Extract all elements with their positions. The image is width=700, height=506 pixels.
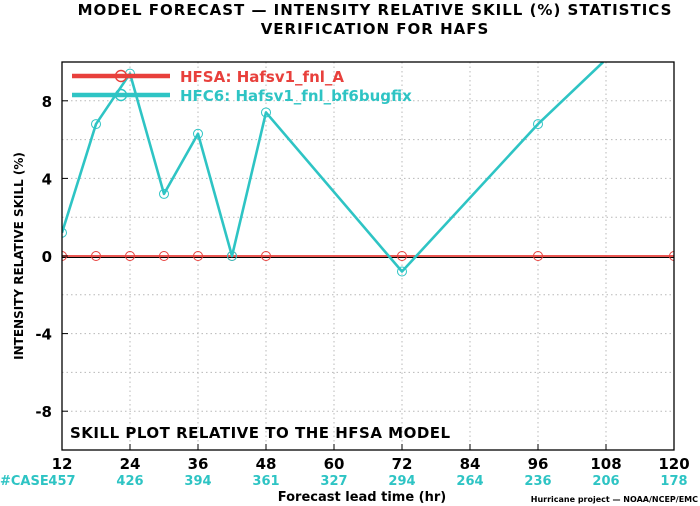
data-point-hfsa <box>159 251 169 261</box>
x-tick-label: 48 <box>256 455 277 473</box>
x-axis-label: Forecast lead time (hr) <box>278 490 446 505</box>
legend-label: HFSA: Hafsv1_fnl_A <box>180 68 344 86</box>
data-point-hfsa <box>193 251 203 261</box>
x-axis-ticks: 12 24 36 48 60 72 84 96 108 120 <box>52 444 690 473</box>
x-tick-label: 120 <box>658 455 689 473</box>
data-point-hfsa <box>533 251 543 261</box>
x-tick-label: 84 <box>460 455 481 473</box>
legend-marker <box>114 88 128 102</box>
case-count: 206 <box>592 474 619 489</box>
x-tick-label: 60 <box>324 455 345 473</box>
case-count: 327 <box>320 474 347 489</box>
data-point-hfc6 <box>533 119 543 130</box>
data-point-hfc6 <box>193 128 203 139</box>
case-count: 264 <box>456 474 483 489</box>
x-tick-label: 24 <box>120 455 141 473</box>
credit-text: Hurricane project — NOAA/NCEP/EMC <box>531 495 698 504</box>
data-point-hfsa <box>669 251 674 261</box>
skill-annotation: SKILL PLOT RELATIVE TO THE HFSA MODEL <box>70 424 451 442</box>
case-count: 361 <box>252 474 279 489</box>
y-axis-label: INTENSITY RELATIVE SKILL (%) <box>12 152 26 360</box>
x-tick-label: 12 <box>52 455 73 473</box>
data-point-hfsa <box>91 251 101 261</box>
series-hfsa <box>62 251 674 261</box>
y-tick-label: -8 <box>35 403 52 421</box>
y-tick-label: 4 <box>42 170 52 188</box>
legend-item-hfsa: HFSA: Hafsv1_fnl_A <box>72 68 344 86</box>
chart-subtitle: VERIFICATION FOR HAFS <box>261 20 490 38</box>
x-tick-label: 108 <box>590 455 621 473</box>
series-layer <box>62 62 674 277</box>
data-point-hfc6 <box>159 188 169 199</box>
data-point-hfsa <box>397 251 407 261</box>
y-axis-ticks: -8 -4 0 4 8 <box>35 93 68 421</box>
data-point-hfsa <box>261 251 271 261</box>
case-count: 394 <box>184 474 211 489</box>
case-count-label: #CASE <box>0 474 49 489</box>
case-count: 178 <box>660 474 687 489</box>
case-count: 457 <box>48 474 75 489</box>
x-tick-label: 72 <box>392 455 413 473</box>
chart-title: MODEL FORECAST — INTENSITY RELATIVE SKIL… <box>78 1 673 19</box>
case-count: 426 <box>116 474 143 489</box>
x-tick-label: 96 <box>528 455 549 473</box>
case-count: 294 <box>388 474 415 489</box>
series-hfc6 <box>62 62 605 277</box>
legend-item-hfc6: HFC6: Hafsv1_fnl_bf6bugfix <box>72 87 412 105</box>
y-tick-label: 8 <box>42 93 52 111</box>
y-tick-label: 0 <box>42 248 52 266</box>
legend-label: HFC6: Hafsv1_fnl_bf6bugfix <box>180 87 412 105</box>
data-point-hfc6 <box>261 107 271 118</box>
series-line-hfc6 <box>62 62 605 273</box>
data-point-hfsa <box>125 251 135 261</box>
case-count: 236 <box>524 474 551 489</box>
y-tick-label: -4 <box>35 326 52 344</box>
data-point-hfc6 <box>62 227 67 238</box>
data-point-hfc6 <box>227 251 237 261</box>
legend-marker <box>114 69 128 83</box>
case-counts: #CASE 457 426 394 361 327 294 264 236 206 178 <box>0 474 688 489</box>
x-tick-label: 36 <box>188 455 209 473</box>
data-point-hfc6 <box>91 119 101 130</box>
data-point-hfc6 <box>397 266 407 277</box>
